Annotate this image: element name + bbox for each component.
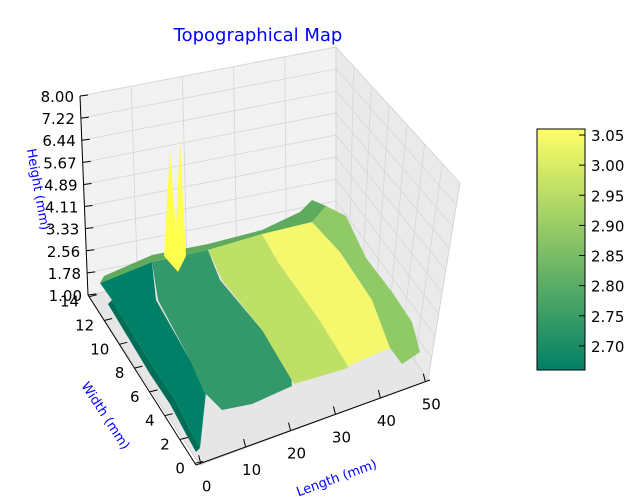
x-tick-mark [243,438,247,448]
x-tick-mark [198,455,202,464]
y-axis-line [87,294,197,466]
grid-line [182,76,188,276]
z-tick-label: 3.33 [46,221,79,239]
grid-line [233,66,238,266]
z-axis-ticks: 1.00 1.78 2.56 3.33 4.11 4.89 5.67 6.44 7.22 8.00 [41,88,97,305]
grid-line [130,86,138,286]
z-tick-mark [85,227,94,230]
colorbar-tick-label: 2.75 [591,308,624,326]
y-tick-label: 2 [160,436,170,454]
z-tick-label: 8.00 [41,88,74,106]
y-tick-label: 4 [145,412,155,430]
z-tick-mark [82,160,91,163]
grid-line [375,105,390,303]
y-tick-mark [194,460,204,464]
z-tick-label: 1.78 [48,265,81,283]
z-tick-label: 1.00 [49,287,82,305]
x-tick-label: 10 [242,461,261,479]
x-tick-mark [377,389,381,399]
y-tick-mark [179,437,188,440]
x-tick-label: 30 [332,428,351,446]
z-axis-line [79,95,89,296]
x-tick-mark [288,422,292,431]
colorbar-tick-label: 2.80 [591,278,624,296]
y-tick-label: 14 [60,293,79,311]
grid-line [82,112,450,249]
z-tick-mark [87,271,96,274]
z-tick-mark [81,138,90,141]
colorbar-tick-label: 2.90 [591,217,624,235]
surface [100,140,420,452]
grid-line [79,46,461,184]
grid-line [81,90,454,228]
y-tick-mark [88,294,98,298]
colorbar-tick-label: 3.05 [591,127,624,145]
grid-line [80,68,457,206]
y-tick-mark [134,365,143,369]
colorbar [536,128,586,371]
x-tick-label: 20 [287,445,306,463]
y-axis-label: Width (mm) [78,380,133,453]
x-tick-mark [422,373,426,382]
z-tick-label: 4.89 [44,176,77,194]
z-tick-label: 7.22 [41,110,74,128]
surface-band-2 [152,250,292,410]
y-tick-label: 6 [130,388,140,406]
y-tick-label: 10 [90,340,109,358]
x-tick-mark [332,406,336,415]
y-tick-label: 0 [175,459,185,477]
z-tick-mark [83,182,92,185]
x-tick-label: 40 [377,412,396,430]
x-axis-line [195,379,431,466]
grid-line [401,144,425,342]
z-tick-mark [80,116,89,119]
x-tick-label: 50 [422,396,441,414]
surface-front-edge [108,300,200,452]
y-tick-label: 8 [115,364,125,382]
colorbar-tick-label: 2.85 [591,248,624,266]
y-tick-mark [104,318,113,321]
z-tick-mark [86,249,95,252]
axis-lines [79,95,431,466]
surface-peak [164,140,186,272]
z-tick-mark [79,94,89,97]
colorbar-tick-label: 2.95 [591,187,624,205]
z-tick-mark [87,293,97,296]
colorbar-tick-label: 2.70 [591,338,624,356]
y-tick-mark [149,389,158,393]
grid-line [361,85,372,284]
y-tick-label: 12 [75,317,94,335]
y-tick-mark [119,341,128,345]
surface-band-3 [208,234,348,384]
z-tick-label: 5.67 [43,154,76,172]
x-axis-ticks: 0 10 20 30 40 50 [198,373,441,495]
grid-line [83,134,447,271]
surface-band-5 [312,206,420,364]
colorbar-ticks: 2.70 2.75 2.80 2.85 2.90 2.95 3.00 3.05 [579,127,624,356]
z-tick-label: 6.44 [42,132,75,150]
z-tick-label: 2.56 [47,243,80,261]
x-axis-label: Length (mm) [295,457,379,500]
chart-title: Topographical Map [173,25,343,46]
colorbar-tick-label: 3.00 [591,157,624,175]
x-tick-label: 0 [202,477,212,495]
z-tick-label: 4.11 [45,199,78,217]
z-tick-mark [84,205,93,208]
surface-band-1 [100,262,206,448]
surface-band-4 [262,222,396,366]
y-tick-mark [164,413,173,417]
grid-line [388,124,408,323]
grid-line [414,163,443,361]
